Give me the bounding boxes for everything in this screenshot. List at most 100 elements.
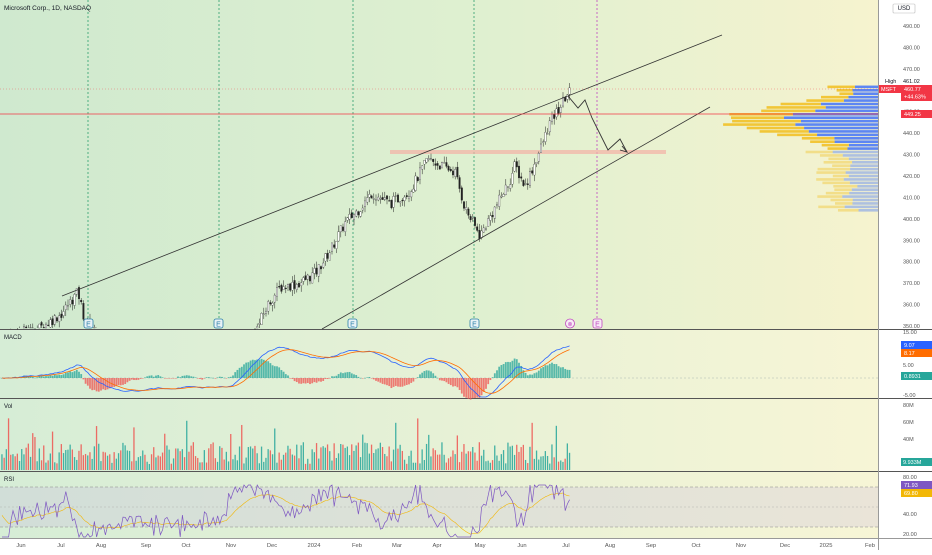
volume-bar (210, 444, 211, 470)
volume-bar (21, 449, 22, 470)
volume-bar (380, 443, 381, 470)
candle-body (272, 303, 274, 305)
candle-body (307, 275, 309, 279)
macd-hist-bar (76, 370, 78, 378)
candle-body (397, 195, 399, 202)
macd-hist-bar (384, 378, 386, 384)
volume-bar (41, 460, 42, 470)
macd-hist-bar (540, 368, 542, 378)
volume-bar (285, 453, 286, 470)
time-tick-label: Aug (605, 543, 615, 549)
macd-hist-bar (65, 373, 67, 378)
volume-bar (39, 448, 40, 470)
volume-bar (114, 452, 115, 470)
macd-hist-bar (415, 378, 417, 379)
macd-hist-bar (272, 365, 274, 378)
volume-bar (195, 456, 196, 470)
currency-label[interactable]: USD (898, 6, 911, 12)
macd-hist-bar (474, 378, 476, 398)
macd-hist-bar (131, 378, 133, 380)
candle-body (47, 325, 49, 326)
volume-bar (131, 461, 132, 470)
volume-bar (307, 459, 308, 470)
candle-body (362, 208, 364, 210)
candle-body (43, 327, 45, 328)
volume-bar (241, 425, 242, 470)
macd-hist-bar (177, 377, 179, 378)
macd-hist-bar (298, 378, 300, 384)
volume-bar (15, 456, 16, 470)
macd-hist-bar (490, 378, 492, 380)
svg-text:69.80: 69.80 (904, 491, 918, 497)
volume-bar (492, 460, 493, 470)
volume-bar (23, 454, 24, 470)
volume-bar (402, 451, 403, 470)
volume-bar (334, 443, 335, 470)
macd-hist-bar (127, 378, 129, 382)
price-tick-label: 470.00 (903, 67, 920, 73)
svg-text:40.00: 40.00 (903, 512, 917, 518)
macd-hist-bar (138, 378, 140, 380)
volume-bar (92, 459, 93, 470)
candle-body (50, 320, 52, 327)
time-tick-label: Sep (646, 543, 656, 549)
candle-body (355, 211, 357, 216)
candle-body (520, 177, 522, 178)
macd-hist-bar (353, 374, 355, 378)
time-tick-label: Jun (517, 543, 526, 549)
volume-bar (224, 460, 225, 470)
candle-body (364, 201, 366, 207)
volume-bar (479, 442, 480, 470)
macd-hist-bar (333, 376, 335, 378)
volume-bar (133, 427, 134, 470)
symbol-title[interactable]: Microsoft Corp., 1D, NASDAQ (4, 5, 91, 12)
macd-hist-bar (549, 364, 551, 378)
candle-body (443, 162, 445, 163)
candle-body (518, 166, 520, 178)
candle-body (531, 171, 533, 174)
candle-body (468, 209, 470, 215)
volume-bar (362, 435, 363, 470)
macd-hist-bar (322, 378, 324, 381)
macd-title[interactable]: MACD (4, 335, 22, 341)
volume-bar (274, 428, 275, 470)
volume-bar (226, 452, 227, 470)
volume-bar (248, 447, 249, 470)
rsi-title[interactable]: RSI (4, 477, 14, 483)
volume-bar (494, 445, 495, 470)
macd-hist-bar (558, 366, 560, 378)
candle-body (454, 169, 456, 176)
candle-body (536, 162, 538, 163)
macd-hist-bar (45, 376, 47, 378)
volume-bar (270, 450, 271, 470)
volume-bar (342, 445, 343, 470)
volume-bar (254, 446, 255, 470)
candle-body (285, 288, 287, 289)
volume-bar (1, 454, 2, 470)
candle-body (419, 168, 421, 180)
macd-hist-bar (61, 375, 63, 378)
candle-body (349, 214, 351, 219)
vol-title[interactable]: Vol (4, 404, 12, 410)
macd-hist-bar (87, 378, 89, 386)
price-tick-label: 390.00 (903, 238, 920, 244)
volume-bar (567, 443, 568, 470)
volume-panel-bg (0, 399, 878, 471)
candle-body (305, 276, 307, 280)
macd-hist-bar (551, 363, 553, 378)
svg-text:High: High (885, 79, 896, 85)
macd-hist-bar (171, 378, 173, 379)
macd-hist-bar (340, 372, 342, 378)
macd-hist-bar (54, 375, 56, 378)
volume-bar (452, 450, 453, 470)
volume-bar (540, 457, 541, 470)
candle-body (470, 216, 472, 219)
candle-body (259, 323, 261, 324)
volume-bar (290, 449, 291, 470)
volume-bar (386, 456, 387, 470)
volume-bar (294, 456, 295, 470)
volume-bar (127, 450, 128, 470)
price-panel-bg (0, 0, 878, 329)
